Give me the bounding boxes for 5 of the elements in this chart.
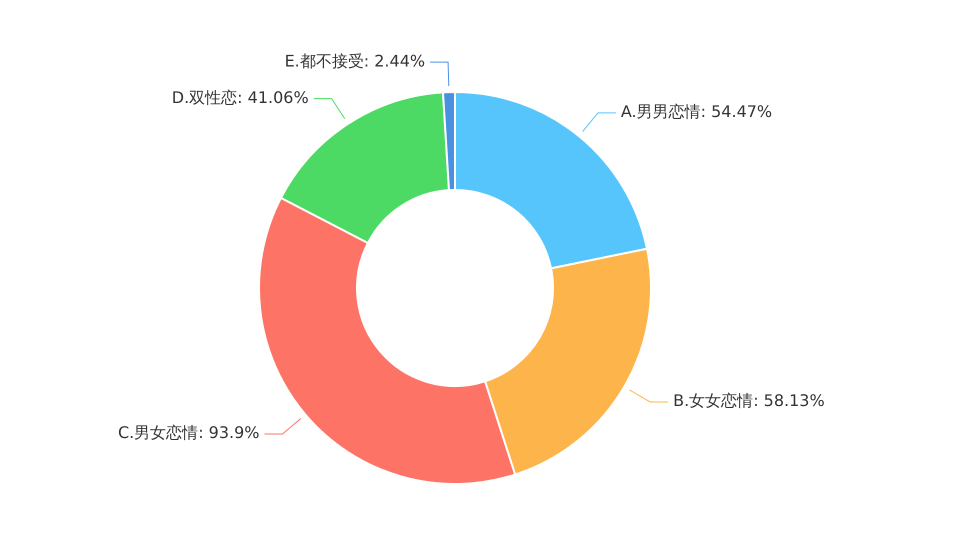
slice-label: D.双性恋: 41.06%	[172, 88, 309, 107]
slice-label: C.男女恋情: 93.9%	[118, 423, 260, 442]
slice-label: A.男男恋情: 54.47%	[620, 102, 772, 122]
slice-label: E.都不接受: 2.44%	[284, 51, 426, 70]
slice-label: B.女女恋情: 58.13%	[673, 391, 825, 410]
